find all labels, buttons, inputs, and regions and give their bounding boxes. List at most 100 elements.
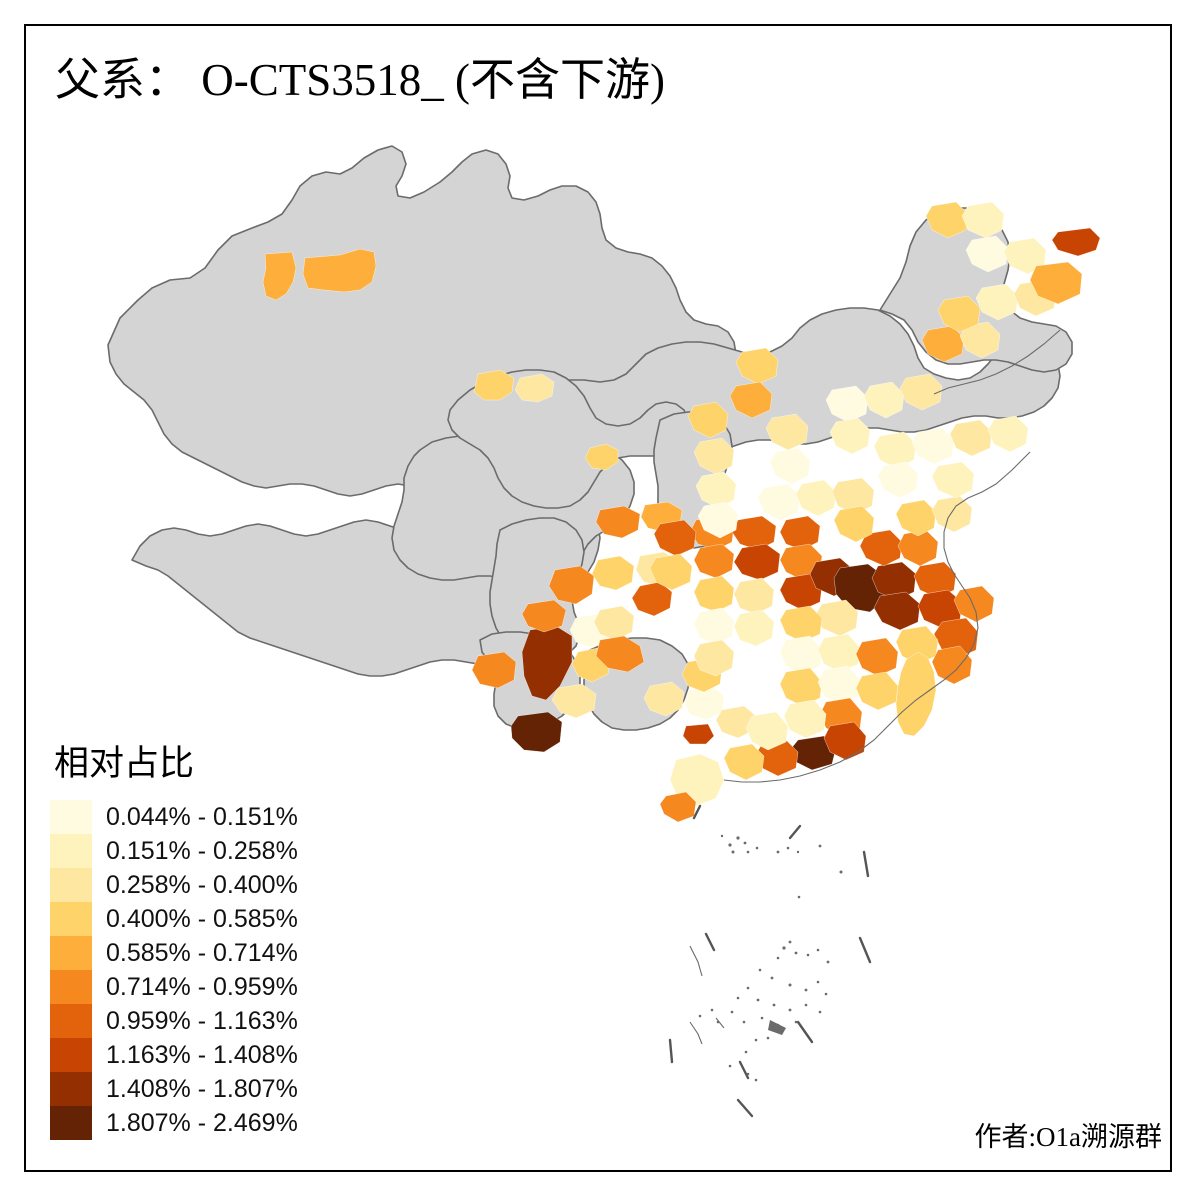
pref-yunnan-dark bbox=[510, 711, 563, 753]
legend-label-4: 0.400% - 0.585% bbox=[106, 905, 298, 933]
pref-shanxi-a bbox=[735, 347, 779, 385]
pref-shandong-b bbox=[911, 427, 955, 465]
legend-swatch-7 bbox=[50, 1004, 92, 1038]
pref-zhejiang-c bbox=[953, 585, 995, 623]
pref-sichuan-b bbox=[595, 505, 641, 539]
pref-heilongjiang-a bbox=[925, 201, 969, 239]
legend-swatch-8 bbox=[50, 1038, 92, 1072]
pref-hunan-a bbox=[693, 575, 735, 613]
pref-taiwan bbox=[895, 651, 937, 737]
pref-heilongjiang-c bbox=[965, 235, 1009, 273]
legend-item-4[interactable]: 0.400% - 0.585% bbox=[50, 902, 298, 936]
legend-item-7[interactable]: 0.959% - 1.163% bbox=[50, 1004, 298, 1038]
author-credit: 作者:O1a溯源群 bbox=[974, 1122, 1162, 1152]
legend-item-9[interactable]: 1.408% - 1.807% bbox=[50, 1072, 298, 1106]
pref-shaanxi-c bbox=[697, 501, 739, 539]
pref-hebei-a bbox=[825, 385, 869, 423]
legend-swatch-2 bbox=[50, 834, 92, 868]
pref-jiangxi-f bbox=[817, 665, 861, 705]
pref-jiangxi-b bbox=[779, 605, 823, 643]
pref-guangxi-a bbox=[643, 681, 685, 717]
pref-xinjiang-a bbox=[262, 251, 297, 301]
pref-jilin-a bbox=[975, 283, 1019, 321]
pref-shanxi-b bbox=[729, 381, 773, 419]
pref-jiangsu-a bbox=[859, 529, 903, 567]
pref-jiangxi-e bbox=[779, 667, 823, 707]
pref-guangxi-b bbox=[683, 685, 725, 721]
pref-liaoning-b bbox=[959, 321, 1001, 359]
pref-gansu-a bbox=[473, 369, 515, 401]
pref-hubei-e bbox=[779, 515, 821, 551]
legend-label-9: 1.408% - 1.807% bbox=[106, 1075, 298, 1103]
pref-guangxi-d bbox=[682, 723, 715, 745]
pref-shandong-c bbox=[949, 419, 993, 457]
pref-shandong-e bbox=[877, 461, 919, 499]
legend-item-3[interactable]: 0.258% - 0.400% bbox=[50, 868, 298, 902]
legend-swatch-1 bbox=[50, 800, 92, 834]
pref-hubei-d bbox=[733, 543, 781, 581]
pref-hubei-b bbox=[731, 515, 777, 551]
pref-sichuan-dark bbox=[521, 625, 573, 701]
coastline-outlines bbox=[723, 329, 1061, 783]
pref-hunan-c bbox=[693, 607, 735, 645]
pref-fujian-a bbox=[855, 637, 899, 677]
pref-yunnan-a bbox=[471, 651, 517, 689]
legend-label-6: 0.714% - 0.959% bbox=[106, 973, 298, 1001]
pref-gansu-b bbox=[514, 373, 555, 403]
pref-sichuan-e bbox=[591, 555, 635, 591]
pref-henan-b bbox=[795, 479, 837, 517]
pref-jiangsu-d bbox=[931, 495, 973, 533]
pref-shanxi-d bbox=[769, 447, 811, 485]
pref-guangdong-e bbox=[659, 791, 697, 823]
pref-jiangxi-c bbox=[779, 635, 823, 675]
legend-label-1: 0.044% - 0.151% bbox=[106, 803, 298, 831]
pref-chongqing-a bbox=[653, 519, 697, 557]
legend: 相对占比 0.044% - 0.151% 0.151% - 0.258% 0.2… bbox=[50, 742, 298, 1140]
legend-label-3: 0.258% - 0.400% bbox=[106, 871, 298, 899]
pref-anhui-d bbox=[873, 591, 921, 631]
pref-liaoning-c bbox=[937, 295, 981, 333]
legend-swatch-10 bbox=[50, 1106, 92, 1140]
pref-zhejiang-f bbox=[931, 645, 973, 685]
pref-henan-a bbox=[757, 483, 801, 521]
pref-hunan-d bbox=[733, 609, 775, 647]
pref-heilongjiang-dark bbox=[1051, 227, 1101, 257]
pref-jiangsu-e bbox=[931, 461, 975, 499]
legend-label-10: 1.807% - 2.469% bbox=[106, 1109, 298, 1137]
legend-swatch-9 bbox=[50, 1072, 92, 1106]
pref-hebei-b bbox=[863, 381, 905, 419]
pref-hunan-b bbox=[733, 577, 775, 615]
legend-item-2[interactable]: 0.151% - 0.258% bbox=[50, 834, 298, 868]
pref-yunnan-b bbox=[551, 683, 597, 719]
pref-heilongjiang-e bbox=[1029, 261, 1083, 305]
pref-jiangsu-c bbox=[895, 499, 937, 537]
pref-guangdong-c bbox=[723, 743, 765, 781]
legend-item-1[interactable]: 0.044% - 0.151% bbox=[50, 800, 298, 834]
data-prefectures bbox=[262, 201, 1101, 823]
legend-item-10[interactable]: 1.807% - 2.469% bbox=[50, 1106, 298, 1140]
pref-fujian-b bbox=[855, 671, 899, 711]
legend-rows: 0.044% - 0.151% 0.151% - 0.258% 0.258% -… bbox=[50, 800, 298, 1140]
no-data-provinces bbox=[107, 145, 1073, 731]
pref-sichuan-h bbox=[521, 599, 567, 633]
pref-shanxi-c bbox=[765, 413, 809, 451]
legend-label-5: 0.585% - 0.714% bbox=[106, 939, 298, 967]
legend-item-8[interactable]: 1.163% - 1.408% bbox=[50, 1038, 298, 1072]
legend-label-2: 0.151% - 0.258% bbox=[106, 837, 298, 865]
pref-guangdong-d bbox=[745, 711, 789, 751]
legend-label-7: 0.959% - 1.163% bbox=[106, 1007, 298, 1035]
pref-xinjiang-b bbox=[302, 248, 377, 293]
pref-hebei-d bbox=[829, 417, 871, 455]
pref-guangdong-a bbox=[823, 721, 867, 761]
page-title: 父系： O-CTS3518_ (不含下游) bbox=[55, 55, 665, 105]
pref-jiangxi-d bbox=[817, 633, 861, 673]
pref-heilongjiang-b bbox=[961, 201, 1005, 239]
legend-item-6[interactable]: 0.714% - 0.959% bbox=[50, 970, 298, 1004]
legend-title: 相对占比 bbox=[54, 744, 195, 783]
south-china-sea-islets bbox=[689, 834, 843, 1082]
legend-swatch-3 bbox=[50, 868, 92, 902]
pref-fujian-d bbox=[783, 699, 827, 739]
legend-item-5[interactable]: 0.585% - 0.714% bbox=[50, 936, 298, 970]
legend-swatch-4 bbox=[50, 902, 92, 936]
